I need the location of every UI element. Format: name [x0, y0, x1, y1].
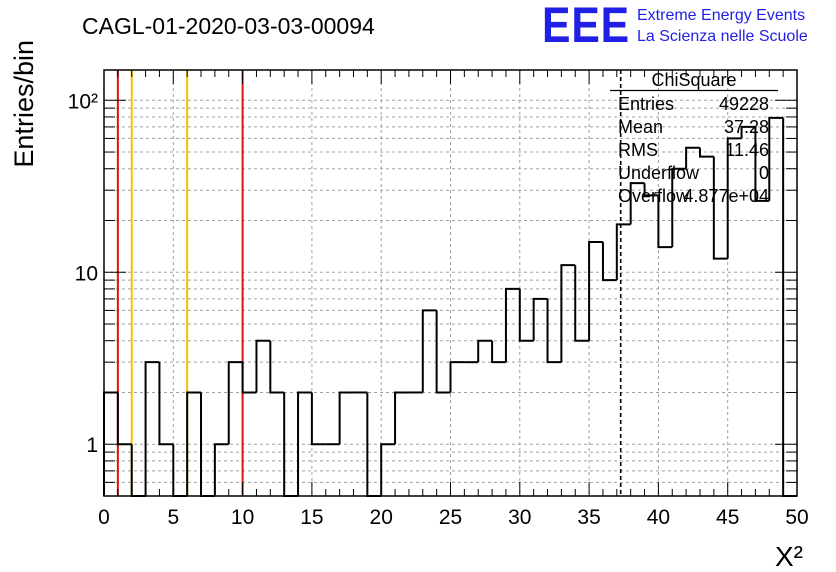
histogram-bin [698, 147, 714, 158]
histogram-bin [726, 137, 742, 259]
histogram-bin [213, 443, 229, 496]
x-tick-label: 30 [508, 506, 531, 529]
histogram-bin [227, 361, 243, 445]
stats-value: 11.46 [725, 140, 769, 160]
histogram-bin [657, 195, 673, 249]
histogram-bin [477, 339, 493, 363]
stats-label: Entries [618, 94, 674, 114]
histogram-bin [712, 156, 728, 260]
stats-label: Underflow [618, 163, 700, 183]
histogram-bin [338, 391, 354, 445]
histogram-bin [754, 126, 770, 202]
logo-line-1: Extreme Energy Events [637, 7, 805, 24]
histogram-bin [740, 125, 756, 139]
stats-value: 4.877e+04 [683, 186, 769, 206]
y-axis-title: Entries/bin [9, 40, 39, 168]
histogram-bin [269, 340, 285, 394]
histogram [103, 116, 797, 497]
histogram-bin [574, 265, 590, 342]
x-tick-label: 45 [716, 506, 739, 529]
histogram-bin [546, 298, 562, 364]
x-tick-label: 50 [785, 506, 808, 529]
histogram-bin [158, 362, 174, 446]
histogram-bin [782, 117, 797, 497]
histogram-bin [255, 339, 271, 393]
x-tick-label: 40 [647, 506, 670, 529]
histogram-bin [421, 309, 437, 393]
histogram-bin [643, 183, 659, 197]
histogram-bin [172, 444, 188, 497]
x-tick-label: 20 [370, 506, 393, 529]
histogram-bin [116, 392, 132, 446]
x-tick-label: 25 [439, 506, 462, 529]
stats-value: 0 [759, 163, 769, 183]
histogram-bin [560, 264, 576, 363]
x-tick-label: 10 [231, 506, 254, 529]
y-tick-label: 10² [68, 90, 98, 113]
stats-label: Overflow [618, 186, 690, 206]
run-title: CAGL-01-2020-03-03-00094 [82, 13, 375, 39]
histogram-bin [241, 362, 257, 394]
histogram-bin [144, 361, 160, 496]
histogram-bin [615, 223, 631, 281]
x-tick-label: 15 [300, 506, 323, 529]
logo-line-2: La Scienza nelle Scuole [637, 28, 808, 45]
histogram-bin [491, 340, 506, 364]
grid [104, 70, 797, 496]
histogram-bin [130, 444, 146, 497]
histogram-bin [504, 287, 520, 363]
histogram-bin [685, 146, 700, 169]
histogram-bin [768, 116, 784, 201]
histogram-bin [588, 240, 603, 341]
y-tick-label: 10 [75, 262, 98, 285]
axes [103, 69, 798, 497]
histogram-bin [380, 443, 396, 496]
histogram-bin [394, 391, 409, 445]
stats-title: ChiSquare [651, 70, 736, 90]
histogram-bin [186, 391, 202, 496]
histogram-bin [532, 297, 548, 341]
x-tick-label: 35 [577, 506, 600, 529]
stats-value: 37.28 [724, 117, 769, 137]
histogram-bin [518, 288, 534, 342]
histogram-bin [671, 167, 687, 248]
x-tick-label: 5 [167, 506, 179, 529]
histogram-bin [449, 361, 465, 393]
histogram-bin [297, 391, 312, 496]
stats-label: Mean [618, 117, 663, 137]
histogram-bin [435, 310, 451, 394]
y-tick-label: 1 [86, 434, 98, 457]
x-axis-title: X² [775, 541, 803, 572]
histogram-bin [629, 182, 645, 225]
x-tick-label: 0 [98, 506, 110, 529]
eee-logo: EEE [542, 0, 630, 53]
tick-labels: 0 5 10 15 20 25 30 35 40 45 50 1 10 10² [68, 90, 809, 529]
stats-label: RMS [618, 140, 658, 160]
stats-value: 49228 [719, 94, 769, 114]
histogram-bin [310, 392, 326, 446]
histogram-bin [601, 241, 617, 282]
reference-lines [116, 70, 622, 496]
stats-box: ChiSquare Entries 49228 Mean 37.28 RMS 11.46 U… [610, 70, 778, 206]
